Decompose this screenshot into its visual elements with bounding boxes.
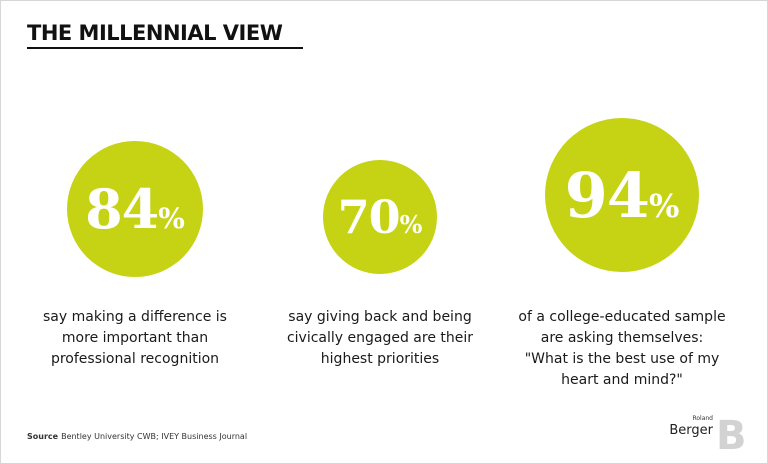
stat-3-line-3: "What is the best use of my xyxy=(524,351,720,367)
stat-1-line-1: say making a difference is xyxy=(43,309,227,325)
stat-circle-3: 94 % xyxy=(545,118,699,272)
stat-unit-1: % xyxy=(158,202,185,235)
stat-1-line-2: more important than xyxy=(61,330,209,346)
logo-wordmark: Berger xyxy=(669,423,713,438)
svg-text:B: B xyxy=(716,413,746,453)
stat-value-3: 94 % xyxy=(565,159,680,232)
title-underline xyxy=(27,47,303,49)
stat-number-2: 70 xyxy=(337,190,401,244)
stat-2-line-1: say giving back and being xyxy=(288,309,472,325)
logo-small-text: Roland xyxy=(692,415,713,422)
stat-description-3: of a college-educated sample are asking … xyxy=(497,307,747,391)
stat-unit-3: % xyxy=(648,186,680,225)
stat-value-1: 84 % xyxy=(85,177,185,241)
source-text: Bentley University CWB; IVEY Business Jo… xyxy=(61,432,248,441)
source-note: Source Bentley University CWB; IVEY Busin… xyxy=(27,432,247,441)
stat-3-line-4: heart and mind?" xyxy=(561,372,683,388)
source-label: Source xyxy=(27,432,59,441)
stat-number-3: 94 xyxy=(564,158,650,232)
stat-number-1: 84 xyxy=(85,177,159,241)
stat-1-line-3: professional recognition xyxy=(50,351,220,367)
stat-circle-2: 70 % xyxy=(323,160,437,274)
stat-description-2: say giving back and being civically enga… xyxy=(270,307,490,370)
stat-value-2: 70 % xyxy=(338,190,423,244)
stat-description-1: say making a difference is more importan… xyxy=(25,307,245,370)
stat-circle-1: 84 % xyxy=(67,141,203,277)
page-title: THE MILLENNIAL VIEW xyxy=(27,21,283,45)
logo-b-mark-icon: B xyxy=(716,413,746,453)
stat-unit-2: % xyxy=(399,210,423,239)
stat-3-line-1: of a college-educated sample xyxy=(518,309,726,325)
stat-2-line-3: highest priorities xyxy=(320,351,440,367)
roland-berger-logo: Roland Berger B xyxy=(668,413,746,453)
stat-3-line-2: are asking themselves: xyxy=(540,330,704,346)
stat-2-line-2: civically engaged are their xyxy=(286,330,474,346)
